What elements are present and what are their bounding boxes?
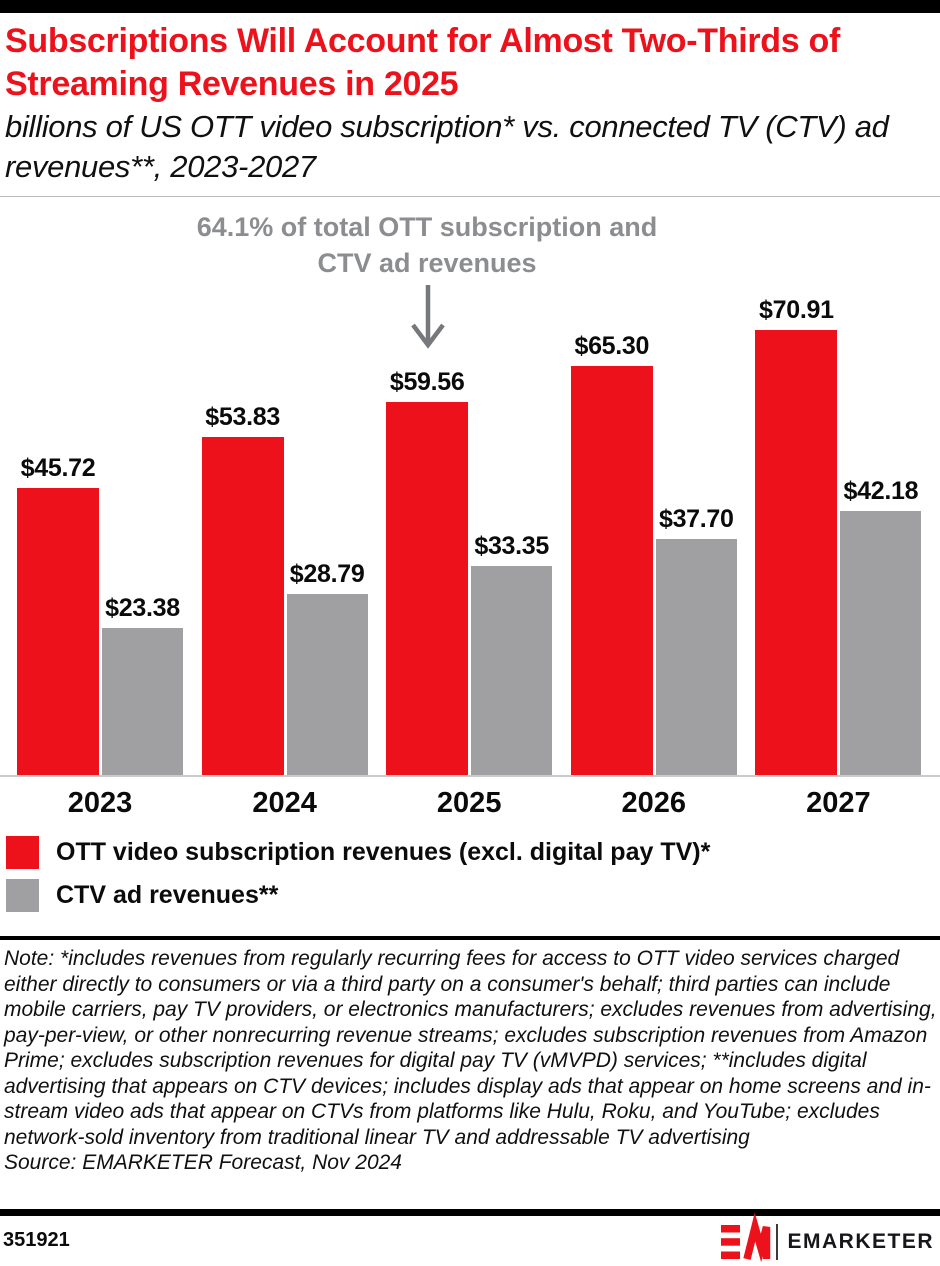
legend-item-ott: OTT video subscription revenues (excl. d… bbox=[6, 836, 906, 869]
value-label-2025-ctv: $33.35 bbox=[474, 532, 550, 560]
value-label-2024-ctv: $28.79 bbox=[289, 560, 365, 588]
footnote-block: Note: *includes revenues from regularly … bbox=[4, 946, 938, 1176]
bar-chart: 64.1% of total OTT subscription and CTV … bbox=[0, 197, 940, 830]
bar-2026-ott: $65.30 bbox=[570, 332, 653, 775]
value-label-2025-ott: $59.56 bbox=[389, 368, 465, 396]
x-axis-label-2027: 2027 bbox=[806, 787, 871, 819]
source-text: Source: EMARKETER Forecast, Nov 2024 bbox=[4, 1151, 402, 1174]
value-label-2023-ott: $45.72 bbox=[20, 454, 96, 482]
legend-swatch-ott bbox=[6, 836, 39, 869]
footer-accent-bar bbox=[0, 1209, 940, 1216]
bar-2025-ott: $59.56 bbox=[386, 368, 469, 775]
logo-divider bbox=[776, 1224, 779, 1260]
x-axis-label-2025: 2025 bbox=[436, 787, 502, 819]
value-label-2026-ott: $65.30 bbox=[574, 332, 650, 360]
chart-id: 351921 bbox=[3, 1229, 70, 1251]
bar-2023-ctv: $23.38 bbox=[102, 594, 183, 775]
chart-title: Subscriptions Will Account for Almost Tw… bbox=[5, 22, 840, 103]
emarketer-logo: EMARKETER bbox=[721, 1212, 934, 1263]
legend-label-ott: OTT video subscription revenues (excl. d… bbox=[56, 838, 711, 866]
legend-swatch-ctv bbox=[6, 879, 39, 912]
bar-2026-ctv: $37.70 bbox=[655, 505, 737, 775]
legend-item-ctv: CTV ad revenues** bbox=[6, 879, 906, 912]
bar-2027-ott: $70.91 bbox=[755, 296, 838, 775]
brand-wordmark: EMARKETER bbox=[787, 1230, 934, 1253]
annotation-callout: 64.1% of total OTT subscription and CTV … bbox=[196, 212, 658, 278]
value-label-2026-ctv: $37.70 bbox=[658, 505, 734, 533]
legend: OTT video subscription revenues (excl. d… bbox=[6, 836, 906, 922]
bar-2025-ctv: $33.35 bbox=[471, 532, 553, 775]
note-text: Note: *includes revenues from regularly … bbox=[4, 947, 937, 1149]
value-label-2024-ott: $53.83 bbox=[205, 403, 280, 431]
x-axis-label-2026: 2026 bbox=[621, 787, 687, 819]
top-accent-bar bbox=[0, 0, 940, 13]
bar-2024-ctv: $28.79 bbox=[286, 560, 368, 775]
header-divider bbox=[0, 196, 940, 197]
chart-subtitle: billions of US OTT video subscription* v… bbox=[5, 109, 889, 184]
legend-label-ctv: CTV ad revenues** bbox=[56, 881, 279, 909]
plot-area: $45.72 $23.38 $53.83 $28.79 $59.56 $33.35 $65.… bbox=[0, 197, 940, 777]
note-divider bbox=[0, 936, 940, 940]
value-label-2027-ott: $70.91 bbox=[759, 296, 834, 324]
x-axis-label-2024: 2024 bbox=[252, 787, 317, 819]
value-label-2023-ctv: $23.38 bbox=[105, 594, 180, 622]
down-arrow-icon bbox=[411, 285, 445, 349]
bar-2023-ott: $45.72 bbox=[17, 454, 99, 775]
bar-2027-ctv: $42.18 bbox=[840, 477, 922, 775]
value-label-2027-ctv: $42.18 bbox=[843, 477, 919, 505]
x-axis-label-2023: 2023 bbox=[67, 787, 133, 819]
em-logo-mark-icon bbox=[721, 1212, 771, 1263]
bar-2024-ott: $53.83 bbox=[201, 403, 284, 775]
